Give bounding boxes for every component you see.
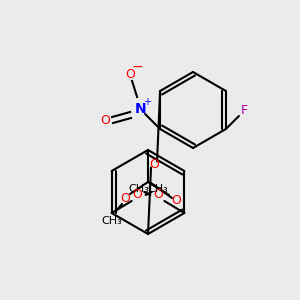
Text: CH₃: CH₃ (128, 184, 149, 194)
Text: O: O (133, 188, 142, 202)
Text: O: O (120, 193, 130, 206)
Text: F: F (240, 104, 247, 118)
Text: +: + (143, 97, 151, 107)
Text: O: O (149, 158, 159, 171)
Text: CH₃: CH₃ (147, 184, 168, 194)
Text: CH₃: CH₃ (102, 216, 122, 226)
Text: O: O (171, 194, 181, 206)
Text: −: − (131, 60, 143, 74)
Text: O: O (153, 188, 163, 202)
Text: O: O (125, 68, 135, 80)
Text: O: O (100, 115, 110, 128)
Text: N: N (134, 102, 146, 116)
